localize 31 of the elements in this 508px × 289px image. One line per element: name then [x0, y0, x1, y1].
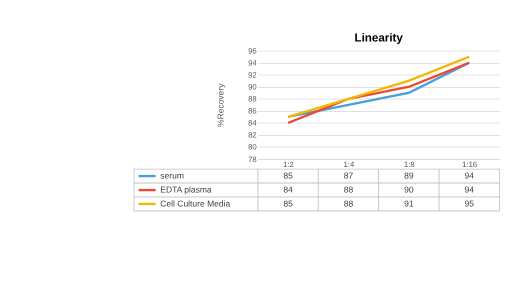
data-label: 95 [464, 198, 474, 208]
y-tick-label: 90 [248, 82, 257, 92]
y-tick-label: 86 [248, 106, 257, 116]
y-tick-label: 82 [248, 130, 257, 140]
x-tick-label: 1:2 [283, 160, 294, 170]
data-label: 94 [464, 184, 474, 194]
data-label: 85 [283, 170, 294, 180]
data-label: 89 [404, 170, 414, 180]
y-axis-title: %Recovery [215, 82, 226, 127]
data-label: 94 [464, 170, 474, 180]
y-tick-label: 80 [248, 142, 257, 152]
data-label: 90 [404, 184, 414, 194]
y-tick-label: 84 [248, 118, 258, 128]
legend-label: serum [160, 170, 184, 180]
y-tick-label: 94 [248, 58, 258, 68]
data-label: 84 [283, 184, 294, 194]
legend-label: Cell Culture Media [160, 198, 230, 208]
x-tick-label: 1:4 [343, 160, 355, 170]
y-tick-label: 92 [248, 70, 257, 80]
x-tick-label: 1:16 [462, 160, 478, 170]
y-tick-label: 78 [248, 154, 257, 164]
data-label: 91 [404, 198, 414, 208]
legend-label: EDTA plasma [160, 184, 212, 194]
data-label: 85 [283, 198, 294, 208]
data-label: 88 [344, 184, 354, 194]
y-tick-label: 88 [248, 94, 257, 104]
data-label: 88 [344, 198, 354, 208]
x-tick-label: 1:8 [404, 160, 415, 170]
data-label: 87 [344, 170, 354, 180]
y-tick-label: 96 [248, 46, 257, 56]
chart-title: Linearity [354, 31, 404, 44]
